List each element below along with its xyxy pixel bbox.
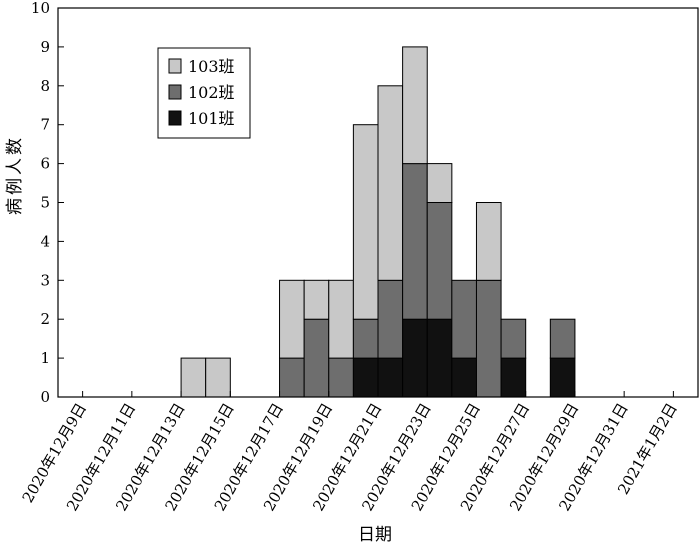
y-tick-label: 3 (40, 271, 50, 289)
legend-label: 102班 (188, 83, 235, 102)
bar-segment-series0-day12 (352, 357, 379, 398)
legend-label: 101班 (188, 109, 235, 128)
bars-layer (180, 46, 576, 398)
bar-segment-series1-day10 (303, 318, 330, 398)
y-tick-label: 6 (40, 155, 50, 173)
bar-segment-series1-day20 (549, 318, 576, 359)
bar-segment-series0-day15 (426, 318, 453, 398)
y-tick-label: 10 (31, 0, 50, 17)
bar-segment-series2-day13 (377, 85, 404, 281)
legend-swatch (168, 110, 182, 126)
y-axis-title: 病例人数 (5, 135, 25, 215)
y-tick-label: 8 (40, 77, 50, 95)
bar-segment-series0-day16 (451, 357, 477, 398)
bar-segment-series2-day14 (402, 46, 428, 165)
bar-segment-series2-day10 (303, 279, 330, 320)
y-tick-label: 5 (40, 194, 50, 212)
bar-segment-series0-day14 (402, 318, 428, 398)
bar-segment-series1-day12 (352, 318, 379, 359)
bar-segment-series2-day9 (279, 279, 305, 359)
bar-segment-series2-day5 (180, 357, 207, 398)
bar-segment-series2-day12 (352, 124, 379, 320)
y-tick-label: 9 (40, 38, 50, 56)
legend-swatch (168, 58, 182, 74)
y-tick-label: 7 (40, 116, 50, 134)
bar-segment-series1-day17 (475, 279, 502, 398)
y-tick-label: 1 (40, 349, 50, 367)
bar-segment-series0-day13 (377, 357, 404, 398)
bar-segment-series1-day16 (451, 279, 477, 359)
y-tick-label: 0 (40, 388, 50, 406)
bar-segment-series2-day11 (328, 279, 354, 359)
x-axis-title: 日期 (358, 525, 392, 545)
bar-segment-series2-day6 (205, 357, 231, 398)
bar-segment-series0-day18 (500, 357, 527, 398)
bar-segment-series1-day14 (402, 163, 428, 320)
bar-segment-series0-day20 (549, 357, 576, 398)
legend-label: 103班 (188, 57, 235, 76)
legend: 103班 102班 101班 (157, 47, 251, 139)
bar-segment-series1-day15 (426, 202, 453, 320)
y-tick-label: 2 (40, 310, 50, 328)
bar-segment-series2-day17 (475, 202, 502, 281)
legend-swatch (168, 84, 182, 100)
bar-segment-series2-day15 (426, 163, 453, 204)
y-tick-label: 4 (40, 232, 50, 250)
bar-segment-series1-day18 (500, 318, 527, 359)
bar-segment-series1-day11 (328, 357, 354, 398)
bar-segment-series1-day9 (279, 357, 305, 398)
bar-segment-series1-day13 (377, 279, 404, 359)
